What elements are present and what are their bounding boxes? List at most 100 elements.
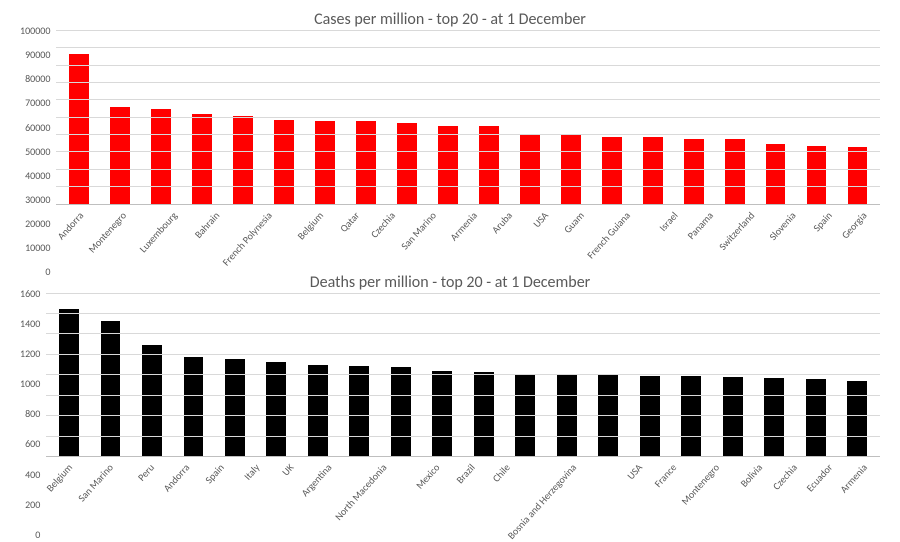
cases-grid-line [56, 47, 880, 48]
deaths-bar [380, 294, 421, 458]
cases-bar-inner [848, 147, 868, 204]
cases-grid-line [56, 169, 880, 170]
cases-bar-inner [69, 54, 89, 205]
deaths-bars-container [46, 294, 880, 458]
cases-bar-inner [110, 107, 130, 204]
deaths-bar [754, 294, 795, 458]
deaths-bar-inner [681, 376, 701, 457]
deaths-grid-line [46, 415, 880, 416]
cases-bar-inner [397, 123, 417, 205]
cases-y-axis: 1000009000080000700006000050000400003000… [20, 31, 56, 273]
deaths-bar-inner [308, 365, 328, 457]
deaths-bar-inner [557, 375, 577, 457]
cases-bar-inner [438, 126, 458, 204]
cases-bar [673, 31, 714, 205]
cases-bar [837, 31, 878, 205]
cases-plot-area [56, 31, 880, 205]
deaths-grid-line [46, 374, 880, 375]
cases-chart-body: 1000009000080000700006000050000400003000… [20, 31, 880, 273]
deaths-chart-title: Deaths per million - top 20 - at 1 Decem… [20, 273, 880, 292]
deaths-bar-inner [142, 345, 162, 457]
cases-grid-line [56, 30, 880, 31]
deaths-bar [297, 294, 338, 458]
deaths-bar-inner [391, 367, 411, 457]
deaths-chart-panel: Deaths per million - top 20 - at 1 Decem… [20, 273, 880, 536]
cases-grid-line [56, 117, 880, 118]
deaths-grid-line [46, 354, 880, 355]
deaths-plot-wrap: BelgiumSan MarinoPeruAndorraSpainItalyUK… [46, 294, 880, 536]
cases-bar [58, 31, 99, 205]
cases-bar [632, 31, 673, 205]
cases-bar [714, 31, 755, 205]
deaths-bar [546, 294, 587, 458]
cases-bar [222, 31, 263, 205]
cases-bar [181, 31, 222, 205]
deaths-bar [173, 294, 214, 458]
cases-bar [550, 31, 591, 205]
cases-bar-inner [684, 139, 704, 205]
cases-bar-inner [274, 120, 294, 205]
cases-bar [755, 31, 796, 205]
deaths-grid-line [46, 436, 880, 437]
cases-grid-line [56, 151, 880, 152]
cases-grid-line [56, 134, 880, 135]
deaths-bar [214, 294, 255, 458]
deaths-grid-line [46, 313, 880, 314]
deaths-bar-inner [806, 379, 826, 457]
cases-bar [796, 31, 837, 205]
deaths-bar [422, 294, 463, 458]
cases-grid-line [56, 82, 880, 83]
cases-chart-title: Cases per million - top 20 - at 1 Decemb… [20, 10, 880, 29]
deaths-plot-area [46, 294, 880, 458]
cases-bar [345, 31, 386, 205]
cases-bar-inner [766, 144, 786, 205]
cases-grid-line [56, 99, 880, 100]
deaths-bar-inner [432, 371, 452, 457]
cases-chart-panel: Cases per million - top 20 - at 1 Decemb… [20, 10, 880, 273]
deaths-bar-inner [764, 378, 784, 457]
cases-bar [468, 31, 509, 205]
deaths-bar-inner [847, 381, 867, 457]
deaths-bar [671, 294, 712, 458]
cases-bar [263, 31, 304, 205]
cases-bar [427, 31, 468, 205]
deaths-bar-inner [101, 321, 121, 457]
deaths-bar-inner [184, 357, 204, 457]
deaths-bar-inner [349, 366, 369, 457]
cases-bar [386, 31, 427, 205]
deaths-bar-inner [640, 376, 660, 457]
cases-grid-line [56, 65, 880, 66]
cases-bar-inner [602, 137, 622, 205]
cases-bar-inner [479, 126, 499, 204]
cases-bar-inner [233, 116, 253, 204]
deaths-bar [795, 294, 836, 458]
deaths-bar [131, 294, 172, 458]
deaths-bar [505, 294, 546, 458]
cases-grid-line [56, 186, 880, 187]
cases-bar-inner [807, 146, 827, 205]
deaths-bar [629, 294, 670, 458]
deaths-grid-line [46, 395, 880, 396]
deaths-grid-line [46, 293, 880, 294]
deaths-bar [339, 294, 380, 458]
deaths-bar [588, 294, 629, 458]
deaths-bar [256, 294, 297, 458]
cases-bar-inner [725, 139, 745, 205]
deaths-x-axis-line [46, 456, 880, 457]
deaths-grid-line [46, 333, 880, 334]
cases-plot-wrap: AndorraMontenegroLuxembourgBahrainFrench… [56, 31, 880, 273]
cases-x-axis-line [56, 204, 880, 205]
deaths-bar [48, 294, 89, 458]
cases-bar-inner [151, 109, 171, 204]
deaths-bar [90, 294, 131, 458]
cases-bar-inner [643, 137, 663, 205]
cases-bar [140, 31, 181, 205]
cases-bars-container [56, 31, 880, 205]
cases-bar-inner [192, 114, 212, 204]
cases-bar [99, 31, 140, 205]
cases-bar [509, 31, 550, 205]
deaths-bar [463, 294, 504, 458]
deaths-bar [712, 294, 753, 458]
deaths-bar [836, 294, 877, 458]
deaths-bar-inner [723, 377, 743, 457]
